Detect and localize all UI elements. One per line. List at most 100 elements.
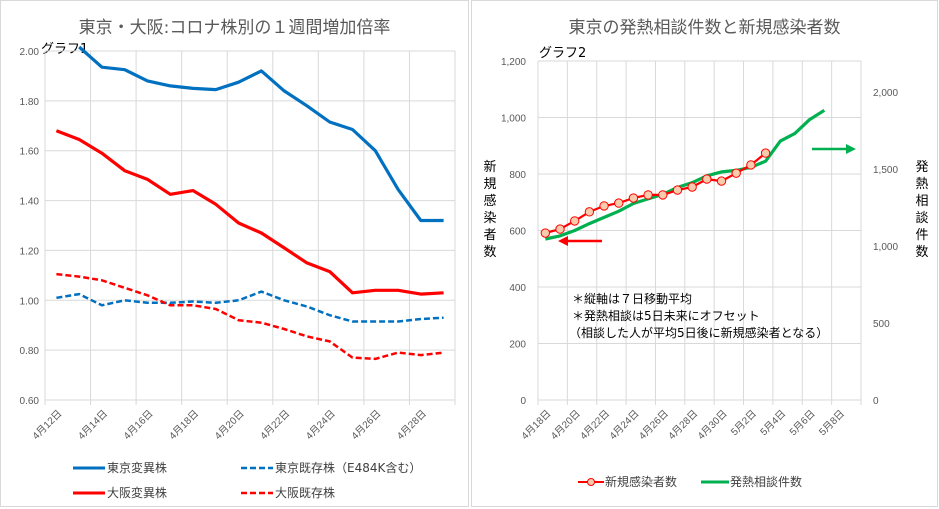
data-point-new-infections (760, 148, 771, 158)
y-tick-label: 0 (520, 396, 526, 407)
left-axis-arrowhead (558, 236, 568, 246)
right-axis-title: 発熱相談件数 (915, 159, 929, 261)
y-tick-label: 0.60 (20, 396, 40, 407)
legend-item-tokyo-variant: 東京変異株 (71, 459, 167, 476)
y-tick-label: 0.80 (20, 346, 40, 357)
x-tick-label: 5月4日 (758, 408, 788, 438)
chart-panel-1: 東京・大阪:コロナ株別の１週間増加倍率 グラフ1 0.60 0.80 1.00 1.2… (0, 0, 469, 507)
annotation-offset: ＊発熱相談は5日未来にオフセット (572, 309, 760, 323)
data-point-new-infections (628, 193, 639, 203)
data-point-new-infections (716, 176, 727, 186)
y-tick-label: 1.20 (20, 246, 40, 257)
axis-title-char: 熱 (915, 177, 929, 192)
annotation-explanation: （相談した人が平均5日後に新規感染者となる） (569, 326, 829, 340)
data-point-new-infections (746, 160, 756, 170)
x-tick-label: 4月28日 (666, 408, 700, 441)
data-point-new-infections (687, 182, 697, 192)
y2-tick-label: 2,000 (873, 88, 898, 99)
legend-item-new-infections: 新規感染者数 (577, 473, 677, 490)
y2-tick-label: 500 (873, 319, 890, 330)
y-tick-label: 2.00 (20, 47, 40, 58)
x-tick-label: 4月18日 (519, 408, 553, 441)
data-point-new-infections (672, 185, 683, 195)
axis-title-char: 数 (483, 245, 497, 260)
axis-title-char: 発 (915, 160, 929, 175)
left-axis-title: 新規感染者数 (483, 159, 497, 261)
data-point-new-infections (658, 190, 668, 200)
data-point-new-infections (702, 174, 712, 184)
series-line-new-infections (545, 152, 767, 235)
x-tick-label: 4月28日 (395, 408, 429, 441)
legend-label: 大阪既存株 (275, 486, 336, 500)
series-line-0 (78, 45, 444, 223)
x-tick-label: 4月24日 (607, 408, 641, 441)
chart-2-plot: 0 200 400 600 800 1,000 1,200 0 500 1,000 1,500 2,0… (501, 57, 898, 441)
x-tick-label: 4月12日 (30, 408, 64, 441)
chart-2-title: 東京の発熱相談件数と新規感染者数 (568, 18, 841, 38)
data-point-new-infections (570, 216, 580, 226)
legend-item-tokyo-existing: 東京既存株（E484K含む） (239, 459, 421, 476)
axis-title-char: 規 (483, 177, 497, 192)
series-line-1 (56, 290, 444, 323)
x-tick-label: 4月18日 (167, 408, 201, 441)
annotation-moving-average: ＊縦軸は７日移動平均 (572, 292, 693, 306)
x-tick-label: 4月26日 (349, 408, 383, 441)
x-tick-label: 4月22日 (258, 408, 292, 441)
chart-1-subtitle: グラフ1 (41, 42, 89, 57)
legend-label: 新規感染者数 (605, 475, 678, 489)
series-line-3 (56, 272, 444, 361)
x-tick-label: 4月20日 (548, 408, 582, 441)
axis-title-char: 数 (915, 245, 929, 260)
y2-tick-label: 1,000 (873, 242, 898, 253)
y-tick-label: 1,000 (501, 114, 526, 125)
axis-title-char: 件 (915, 228, 929, 243)
legend-item-fever-consultations: 発熱相談件数 (700, 473, 802, 490)
x-tick-label: 4月16日 (121, 408, 155, 441)
y2-tick-label: 0 (873, 396, 879, 407)
series-line-2 (55, 129, 444, 296)
y-tick-label: 1.00 (20, 296, 40, 307)
x-tick-label: 4月24日 (303, 408, 337, 441)
y-tick-label: 1.80 (20, 97, 40, 108)
x-tick-label: 4月14日 (76, 408, 110, 441)
y-tick-label: 800 (509, 170, 526, 181)
y-tick-label: 400 (509, 283, 526, 294)
right-axis-arrowhead (846, 144, 856, 154)
x-tick-label: 4月26日 (636, 408, 670, 441)
legend-item-osaka-variant: 大阪変異株 (71, 484, 167, 501)
data-point-new-infections (643, 190, 653, 200)
x-tick-label: 4月20日 (212, 408, 246, 441)
chart-2-subtitle: グラフ2 (539, 46, 587, 61)
data-point-new-infections (555, 224, 565, 234)
axis-title-char: 染 (483, 211, 497, 226)
series-line-fever-consultations (544, 108, 826, 241)
axis-title-char: 談 (915, 211, 929, 226)
data-point-new-infections (584, 207, 595, 217)
axis-title-char: 相 (915, 194, 929, 209)
y-tick-label: 1.40 (20, 197, 40, 208)
y-tick-label: 1,200 (501, 57, 526, 68)
chart-panel-2: 東京の発熱相談件数と新規感染者数 グラフ2 0 200 400 600 800 1,000… (471, 0, 938, 507)
data-point-new-infections (599, 201, 609, 211)
data-point-new-infections (540, 228, 551, 238)
chart-1-plot: 0.60 0.80 1.00 1.20 1.40 1.60 1.80 2.00 4月12日 4月1… (20, 45, 456, 441)
y-tick-label: 1.60 (20, 147, 40, 158)
axis-title-char: 者 (483, 228, 497, 243)
y-tick-label: 600 (509, 227, 526, 238)
chart-1-title: 東京・大阪:コロナ株別の１週間増加倍率 (78, 18, 391, 38)
x-tick-label: 5月8日 (817, 408, 847, 438)
legend-label: 大阪変異株 (107, 486, 168, 500)
legend-label: 発熱相談件数 (730, 475, 803, 489)
legend-item-osaka-existing: 大阪既存株 (239, 484, 335, 501)
data-point-new-infections (731, 168, 741, 178)
y2-tick-label: 1,500 (873, 165, 898, 176)
axis-title-char: 新 (483, 160, 497, 175)
legend-label: 東京既存株（E484K含む） (275, 461, 422, 475)
data-point-new-infections (614, 198, 624, 208)
x-tick-label: 5月6日 (787, 408, 817, 438)
axis-title-char: 感 (483, 194, 497, 209)
legend-label: 東京変異株 (107, 461, 168, 475)
y-tick-label: 200 (509, 340, 526, 351)
x-tick-label: 5月2日 (729, 408, 759, 438)
x-tick-label: 4月30日 (695, 408, 729, 441)
